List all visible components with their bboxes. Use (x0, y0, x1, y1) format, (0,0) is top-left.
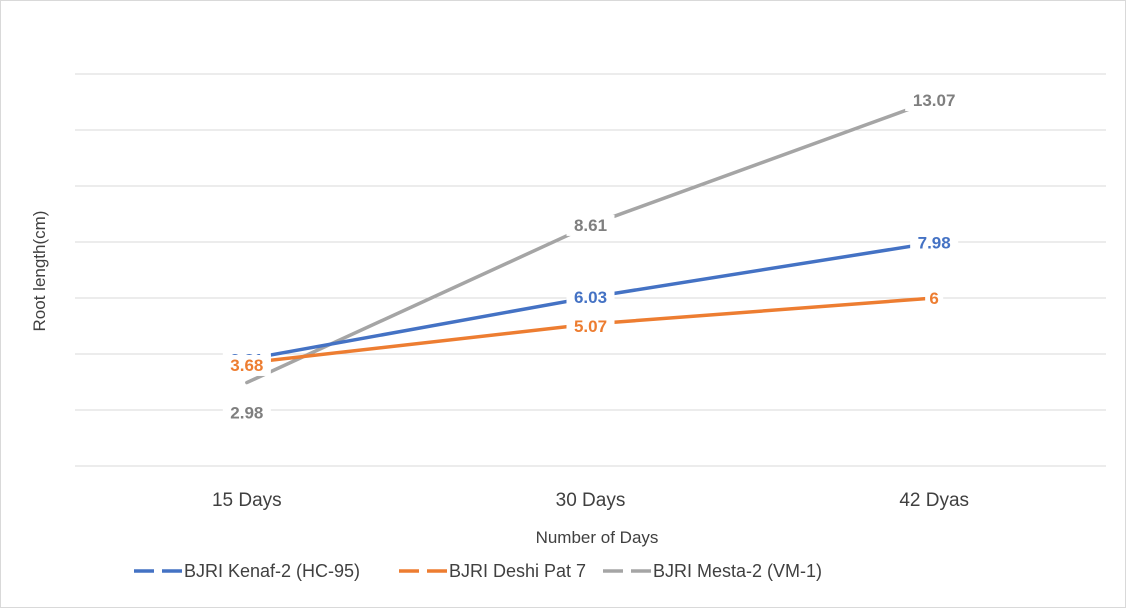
legend-item: BJRI Kenaf-2 (HC-95) (134, 561, 360, 581)
data-label: 8.61 (574, 216, 607, 235)
data-label: 3.68 (230, 356, 263, 375)
series-lines (245, 98, 936, 385)
x-tick-label: 30 Days (556, 490, 626, 511)
legend-item: BJRI Deshi Pat 7 (399, 561, 586, 581)
data-label-background (566, 214, 615, 236)
data-label-background (910, 232, 959, 254)
data-label-background (925, 288, 944, 309)
data-label: 6.03 (574, 288, 607, 307)
data-label-background (222, 402, 271, 424)
data-label: 13.07 (913, 91, 956, 110)
legend-label: BJRI Mesta-2 (VM-1) (653, 561, 822, 581)
data-label-background (566, 316, 615, 338)
x-tick-label: 42 Dyas (899, 490, 969, 511)
legend-label: BJRI Kenaf-2 (HC-95) (184, 561, 360, 581)
y-axis-title: Root length(cm) (30, 211, 49, 332)
data-label-background (566, 287, 615, 309)
legend: BJRI Kenaf-2 (HC-95) BJRI Deshi Pat 7 BJRI… (134, 561, 822, 581)
x-axis-title: Number of Days (536, 528, 659, 547)
legend-item: BJRI Mesta-2 (VM-1) (603, 561, 822, 581)
legend-label: BJRI Deshi Pat 7 (449, 561, 586, 581)
data-label: 7.98 (918, 234, 951, 253)
data-label-background (222, 354, 271, 376)
x-axis-tick-labels: 15 Days 30 Days 42 Dyas (212, 490, 969, 511)
x-tick-label: 15 Days (212, 490, 282, 511)
data-label: 6 (929, 289, 938, 308)
data-label: 5.07 (574, 317, 607, 336)
data-label-background (905, 90, 964, 112)
data-label: 2.98 (230, 404, 263, 423)
